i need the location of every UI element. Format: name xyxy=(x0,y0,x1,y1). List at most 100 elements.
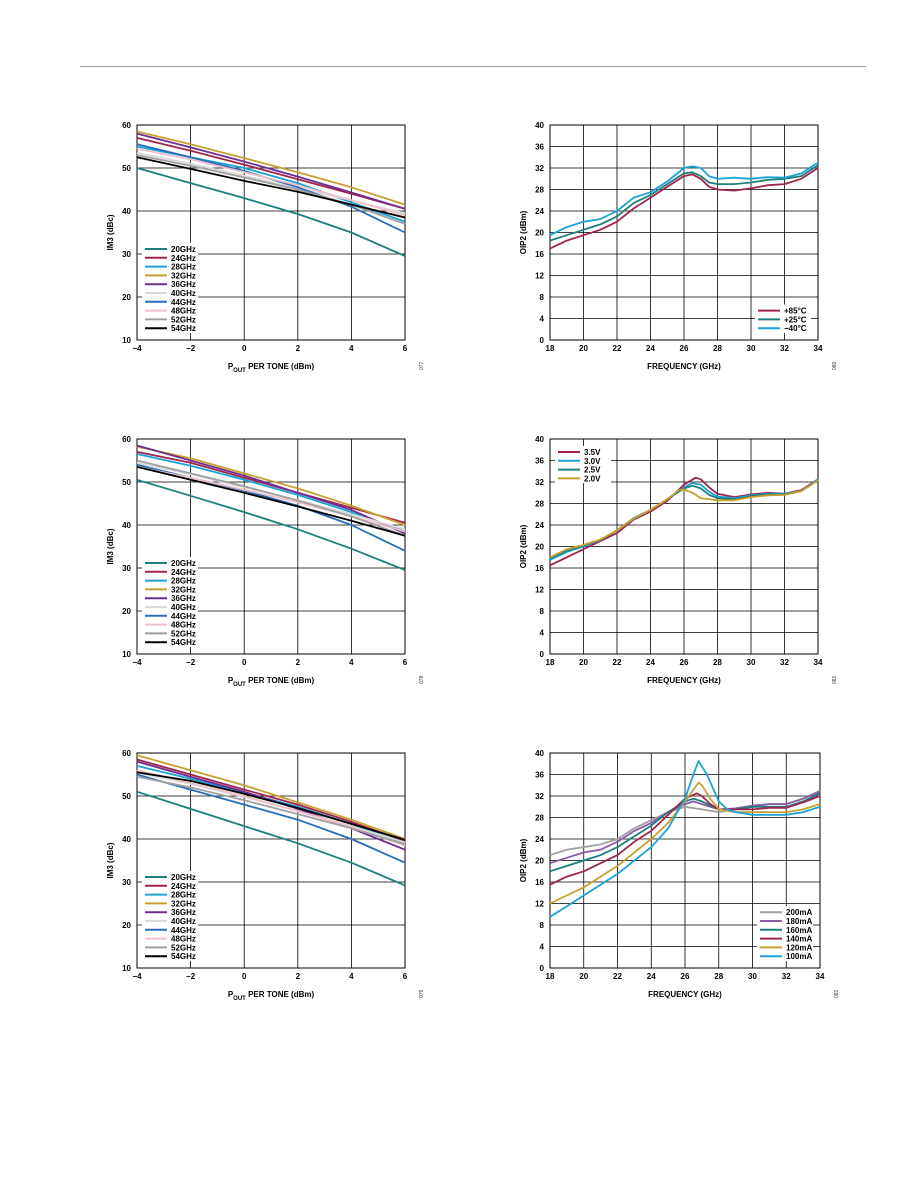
x-tick-label: −4 xyxy=(132,972,142,981)
series-line xyxy=(549,781,821,905)
x-tick-label: 0 xyxy=(242,972,247,981)
series-line xyxy=(549,479,819,559)
figure-id: 077 xyxy=(419,361,425,370)
legend-label: 40GHz xyxy=(171,603,196,612)
y-tick-label: 28 xyxy=(535,500,544,509)
legend-label: 180mA xyxy=(786,917,812,926)
series-line xyxy=(136,773,406,864)
y-tick-label: 20 xyxy=(122,293,131,302)
series-line xyxy=(136,132,406,210)
y-tick-label: 12 xyxy=(535,586,544,595)
series-line xyxy=(136,147,406,217)
series-line xyxy=(549,790,821,865)
legend-label: 36GHz xyxy=(171,908,196,917)
series-line xyxy=(549,792,821,886)
series-line xyxy=(136,453,406,533)
x-axis-label: POUT PER TONE (dBm) xyxy=(228,676,315,688)
x-tick-label: 30 xyxy=(747,658,756,667)
x-tick-label: 30 xyxy=(747,344,756,353)
y-tick-label: 24 xyxy=(535,835,544,844)
y-tick-label: 4 xyxy=(540,629,545,638)
x-tick-label: 32 xyxy=(780,658,789,667)
y-axis-label: OIP2 (dBm) xyxy=(519,210,528,254)
y-tick-label: 36 xyxy=(535,457,544,466)
legend-label: 2.5V xyxy=(584,466,601,475)
legend-label: 32GHz xyxy=(171,271,196,280)
x-axis-label: FREQUENCY (GHz) xyxy=(647,362,721,371)
y-tick-label: 16 xyxy=(535,250,544,259)
y-tick-label: 20 xyxy=(535,857,544,866)
y-axis-label: IM3 (dBc) xyxy=(106,214,115,250)
y-tick-label: 32 xyxy=(535,792,544,801)
y-tick-label: 40 xyxy=(122,835,131,844)
y-axis-label: IM3 (dBc) xyxy=(106,842,115,878)
legend-label: 48GHz xyxy=(171,935,196,944)
legend-label: 120mA xyxy=(786,943,812,952)
y-tick-label: 28 xyxy=(535,814,544,823)
legend-label: +85°C xyxy=(784,307,807,316)
figure-id: 078 xyxy=(419,675,425,684)
series-line xyxy=(136,130,406,206)
x-tick-label: 28 xyxy=(714,972,723,981)
y-tick-label: 50 xyxy=(122,478,131,487)
series-line xyxy=(549,792,821,873)
series-line xyxy=(136,167,406,257)
x-tick-label: 32 xyxy=(782,972,791,981)
y-tick-label: 40 xyxy=(535,121,544,130)
legend-label: 52GHz xyxy=(171,943,196,952)
y-tick-label: 60 xyxy=(122,435,131,444)
series-line xyxy=(136,775,406,846)
x-tick-label: 6 xyxy=(403,344,408,353)
legend-label: 54GHz xyxy=(171,952,196,961)
y-tick-label: 30 xyxy=(122,250,131,259)
series-line xyxy=(136,137,406,210)
series-line xyxy=(136,754,406,840)
x-tick-label: 26 xyxy=(681,972,690,981)
plot-frame xyxy=(549,438,819,655)
y-tick-label: 50 xyxy=(122,164,131,173)
plot-frame xyxy=(549,124,819,341)
x-tick-label: 18 xyxy=(546,972,555,981)
x-tick-label: 4 xyxy=(349,344,354,353)
x-tick-label: −4 xyxy=(132,344,142,353)
series-line xyxy=(136,445,406,526)
series-line xyxy=(549,167,819,250)
series-line xyxy=(549,161,819,237)
y-tick-label: 4 xyxy=(540,943,545,952)
x-tick-label: 20 xyxy=(579,972,588,981)
x-axis-label: POUT PER TONE (dBm) xyxy=(228,990,315,1002)
legend-label: 54GHz xyxy=(171,324,196,333)
chart-im3-vs-pout-2: −4 −2 0 2 4 6 10 20 30 40 50 60 POUT PER TONE (dBm) I… xyxy=(106,435,425,688)
legend-label: 24GHz xyxy=(171,882,196,891)
y-tick-label: 8 xyxy=(540,607,545,616)
legend-label: −40°C xyxy=(784,324,807,333)
chart-oip2-vs-frequency-1: 18 20 22 24 26 28 30 32 34 0 4 8 12 16 20 24 28 32 36 40 FRE… xyxy=(519,121,838,371)
chart-oip2-vs-frequency-2: 18 20 22 24 26 28 30 32 34 0 4 8 12 16 20 24 28 32 36 40 FRE… xyxy=(519,435,838,685)
legend-label: 24GHz xyxy=(171,254,196,263)
x-axis-label: FREQUENCY (GHz) xyxy=(648,990,722,999)
x-axis-label: POUT PER TONE (dBm) xyxy=(228,362,315,374)
x-tick-label: 22 xyxy=(613,658,622,667)
x-tick-label: 34 xyxy=(816,972,825,981)
legend-label: 44GHz xyxy=(171,926,196,935)
y-tick-label: 10 xyxy=(122,964,131,973)
y-axis-label: IM3 (dBc) xyxy=(106,528,115,564)
x-tick-label: 24 xyxy=(646,658,655,667)
x-tick-label: 2 xyxy=(296,344,301,353)
y-tick-label: 24 xyxy=(535,521,544,530)
y-tick-label: 16 xyxy=(535,878,544,887)
figure-id: 082 xyxy=(834,989,840,998)
legend-label: 28GHz xyxy=(171,263,196,272)
x-tick-label: 2 xyxy=(296,972,301,981)
x-tick-label: 34 xyxy=(814,658,823,667)
legend-label: 48GHz xyxy=(171,307,196,316)
legend-box xyxy=(757,906,813,961)
x-tick-label: −2 xyxy=(186,344,196,353)
x-tick-label: 28 xyxy=(713,658,722,667)
x-tick-label: 20 xyxy=(579,344,588,353)
x-axis-label: FREQUENCY (GHz) xyxy=(647,676,721,685)
legend-label: 100mA xyxy=(786,952,812,961)
y-tick-label: 12 xyxy=(535,272,544,281)
x-tick-label: 22 xyxy=(613,972,622,981)
x-tick-label: 34 xyxy=(814,344,823,353)
